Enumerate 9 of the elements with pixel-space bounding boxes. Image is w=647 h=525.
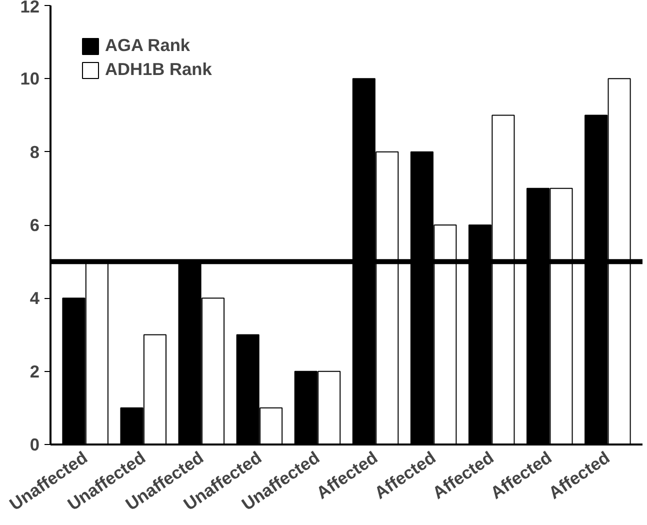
y-tick-label: 10 xyxy=(20,68,40,89)
y-tick-label: 0 xyxy=(30,434,40,454)
y-tick-label: 4 xyxy=(30,288,40,308)
y-tick-label: 2 xyxy=(30,361,40,382)
y-tick-label: 8 xyxy=(30,142,40,162)
legend-label: AGA Rank xyxy=(105,35,190,56)
legend-label: ADH1B Rank xyxy=(105,59,212,80)
y-tick-label: 6 xyxy=(30,215,40,235)
y-tick-label: 12 xyxy=(20,0,40,16)
